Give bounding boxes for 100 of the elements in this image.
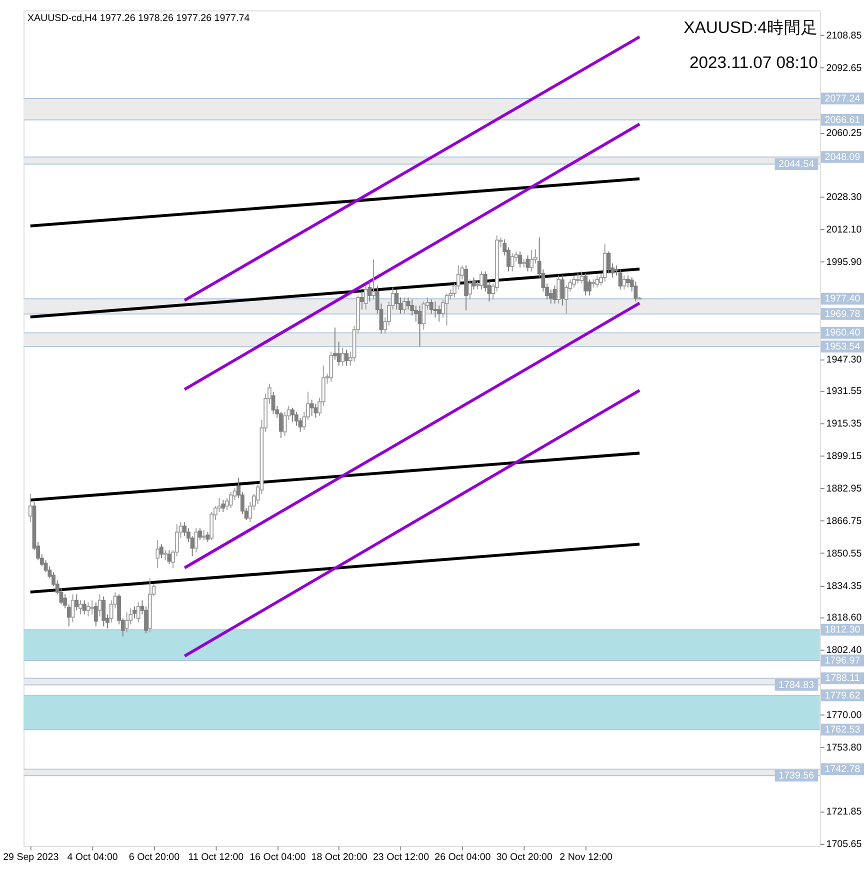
ref-line-label: 2048.09 xyxy=(824,152,860,163)
x-tick-label: 4 Oct 04:00 xyxy=(67,852,118,864)
ref-line-label: 1739.56 xyxy=(778,770,815,782)
candlestick xyxy=(572,274,576,288)
candlestick xyxy=(368,280,372,302)
y-tick-label: 1802.40 xyxy=(826,645,862,656)
y-tick-label: 1753.80 xyxy=(826,742,862,754)
candlestick xyxy=(468,278,472,300)
candlestick xyxy=(580,270,584,284)
candlestick xyxy=(595,274,600,288)
candlestick xyxy=(290,407,295,422)
ref-line-label: 1784.83 xyxy=(778,680,815,691)
annotation: XAUUSD:4時間足 xyxy=(684,18,818,37)
candlestick xyxy=(576,272,580,284)
y-tick-label: 1947.30 xyxy=(826,354,862,366)
candlestick xyxy=(310,399,314,416)
x-tick-label: 16 Oct 04:00 xyxy=(250,852,306,864)
candlestick xyxy=(429,299,434,314)
candlestick xyxy=(333,327,337,360)
candlestick xyxy=(340,347,345,366)
y-tick-label: 2092.65 xyxy=(826,63,862,74)
candlestick xyxy=(530,249,534,272)
y-tick-label: 1866.75 xyxy=(826,516,862,528)
y-tick-label: 1818.60 xyxy=(826,612,862,624)
y-tick-label: 1899.15 xyxy=(826,451,862,462)
ref-line-label: 1812.30 xyxy=(824,624,861,636)
candlestick xyxy=(444,293,449,326)
ref-line-label: 1796.97 xyxy=(824,655,860,666)
candlestick xyxy=(329,351,334,382)
candlestick xyxy=(587,278,592,296)
candlestick xyxy=(372,258,376,300)
x-tick-label: 6 Oct 20:00 xyxy=(128,852,180,864)
candlestick xyxy=(86,602,90,617)
candlestick xyxy=(194,528,198,553)
x-tick-label: 26 Oct 04:00 xyxy=(434,852,492,864)
y-tick-label: 2028.30 xyxy=(826,192,862,204)
candlestick xyxy=(584,272,588,296)
ref-line-label: 2077.24 xyxy=(824,93,861,104)
x-tick-label: 29 Sep 2023 xyxy=(3,852,60,864)
ref-line-label: 2066.61 xyxy=(824,114,860,126)
y-tick-label: 2012.10 xyxy=(826,224,862,236)
annotation: 2023.11.07 08:10 xyxy=(690,53,818,72)
candlestick xyxy=(480,270,484,290)
candlestick xyxy=(472,276,476,290)
candlestick xyxy=(437,305,442,322)
y-tick-label: 1705.65 xyxy=(826,839,862,850)
candlestick xyxy=(433,301,438,318)
candlestick xyxy=(167,550,172,565)
candlestick xyxy=(360,291,364,310)
candlestick xyxy=(556,274,561,304)
candlestick xyxy=(606,250,611,274)
candlestick xyxy=(618,268,622,290)
candlestick xyxy=(394,289,399,310)
y-tick-label: 1915.35 xyxy=(826,418,862,430)
candlestick xyxy=(344,349,348,366)
candlestick xyxy=(90,600,94,615)
candlestick xyxy=(198,528,202,541)
candlestick xyxy=(94,602,98,627)
candlestick xyxy=(228,492,233,509)
candlestick xyxy=(102,596,106,627)
candlestick xyxy=(163,550,168,561)
candlestick xyxy=(74,594,79,611)
ref-line-label: 2044.54 xyxy=(778,159,815,170)
ref-line-label: 1779.62 xyxy=(824,690,860,702)
y-tick-label: 2108.85 xyxy=(826,30,862,42)
candlestick xyxy=(364,284,368,310)
y-tick-label: 1931.55 xyxy=(826,386,862,398)
candlestick xyxy=(136,602,140,623)
x-tick-label: 30 Oct 20:00 xyxy=(496,852,553,864)
candlestick xyxy=(206,532,210,543)
y-tick-label: 1882.95 xyxy=(826,484,862,495)
candlestick xyxy=(626,274,630,288)
x-tick-label: 11 Oct 12:00 xyxy=(188,852,244,864)
y-tick-label: 2060.25 xyxy=(826,128,862,140)
candlestick xyxy=(132,606,136,619)
ref-line-label: 1960.40 xyxy=(824,328,861,339)
candlestick xyxy=(418,305,422,347)
candlestick xyxy=(422,301,426,330)
candlestick xyxy=(78,600,82,615)
candlestick xyxy=(314,403,318,418)
candlestick xyxy=(82,600,86,615)
candlestick xyxy=(156,540,160,569)
chart-title: XAUUSD-cd,H4 1977.26 1978.26 1977.26 1977.74 xyxy=(27,13,250,24)
ref-line-label: 1742.78 xyxy=(824,764,861,776)
candlestick xyxy=(634,280,638,302)
candlestick xyxy=(552,284,557,304)
y-tick-label: 1721.85 xyxy=(826,806,862,818)
y-tick-label: 1834.35 xyxy=(826,581,862,592)
x-tick-label: 2 Nov 12:00 xyxy=(560,852,614,864)
x-tick-label: 18 Oct 20:00 xyxy=(311,852,368,864)
candlestick xyxy=(221,500,226,513)
candlestick xyxy=(560,274,564,306)
candlestick xyxy=(622,274,626,290)
candlestick xyxy=(518,250,522,268)
ref-line-label: 1762.53 xyxy=(824,724,861,736)
ref-line-label: 1788.11 xyxy=(825,673,860,684)
candlestick xyxy=(98,594,102,617)
candlestick xyxy=(402,297,406,314)
y-tick-label: 1770.00 xyxy=(826,710,862,722)
candlestick xyxy=(28,494,32,523)
